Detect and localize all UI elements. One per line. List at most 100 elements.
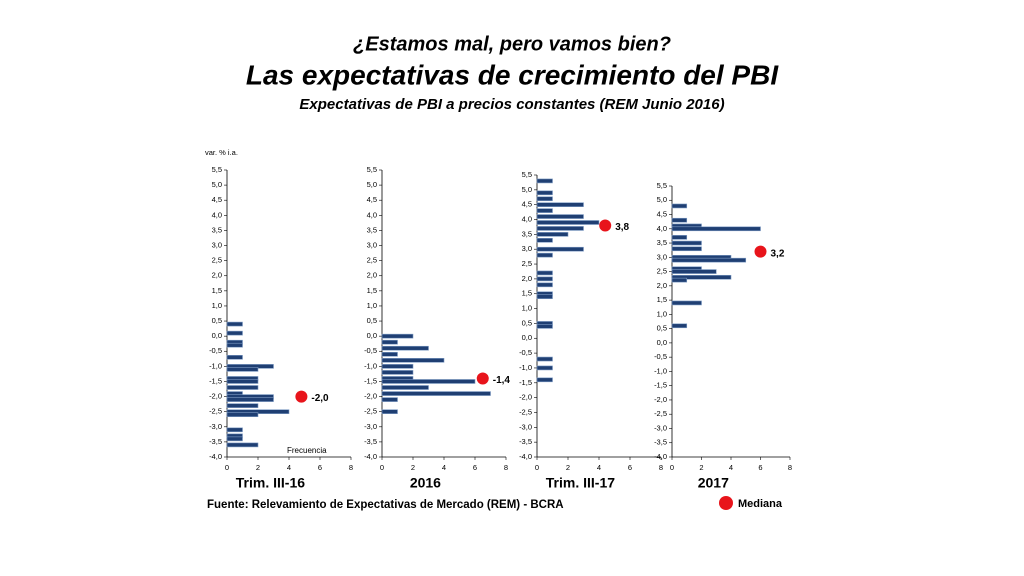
y-tick-label: -1,0 xyxy=(654,366,667,375)
y-tick-label: 2,5 xyxy=(657,267,667,276)
bar xyxy=(381,409,398,414)
x-label: Frecuencia xyxy=(287,446,327,455)
title: Las expectativas de crecimiento del PBI xyxy=(246,59,779,90)
bar xyxy=(671,240,702,246)
bar xyxy=(226,427,243,433)
y-tick-label: -3,5 xyxy=(654,438,667,447)
bar xyxy=(226,330,243,336)
x-tick-label: 6 xyxy=(758,463,762,472)
x-tick-label: 8 xyxy=(349,463,353,472)
x-tick-label: 6 xyxy=(318,463,322,472)
x-tick-label: 2 xyxy=(256,463,260,472)
median-label: 3,2 xyxy=(771,248,785,259)
y-tick-label: -1,0 xyxy=(364,361,377,370)
bar xyxy=(381,370,414,375)
bar xyxy=(536,356,553,362)
bar xyxy=(536,246,584,252)
bar xyxy=(226,385,259,390)
y-tick-label: 4,5 xyxy=(212,195,222,204)
y-tick-label: -1,0 xyxy=(519,363,532,372)
source: Fuente: Relevamiento de Expectativas de … xyxy=(207,499,564,511)
y-tick-label: -2,0 xyxy=(654,395,667,404)
bar xyxy=(671,274,732,280)
bar xyxy=(381,385,429,390)
x-tick-label: 2 xyxy=(411,463,415,472)
y-tick-label: 3,5 xyxy=(522,229,532,238)
median-label: -2,0 xyxy=(311,393,329,404)
bar xyxy=(671,257,747,263)
y-tick-label: 5,5 xyxy=(657,181,667,190)
bar xyxy=(226,379,259,384)
y-tick-label: 4,5 xyxy=(367,195,377,204)
bar xyxy=(226,442,259,448)
x-tick-label: 4 xyxy=(287,463,291,472)
y-tick-label: -0,5 xyxy=(654,352,667,361)
y-tick-label: -3,0 xyxy=(519,422,532,431)
bar xyxy=(536,208,553,213)
bar xyxy=(536,282,553,288)
x-tick-label: 0 xyxy=(380,463,384,472)
y-tick-label: 3,0 xyxy=(212,241,222,250)
y-tick-label: -2,5 xyxy=(654,409,667,418)
y-tick-label: 0,5 xyxy=(367,316,377,325)
bar xyxy=(536,220,600,225)
bar xyxy=(536,377,553,383)
panel-title: 2017 xyxy=(698,475,729,491)
y-tick-label: -3,5 xyxy=(519,437,532,446)
y-tick-label: 3,0 xyxy=(657,252,667,261)
y-tick-label: 4,0 xyxy=(212,210,222,219)
y-tick-label: 5,0 xyxy=(212,180,222,189)
x-tick-label: 0 xyxy=(225,463,229,472)
bar xyxy=(226,412,259,418)
x-tick-label: 6 xyxy=(628,463,632,472)
bar xyxy=(536,178,553,184)
y-tick-label: -0,5 xyxy=(519,348,532,357)
bar xyxy=(536,324,553,329)
x-tick-label: 8 xyxy=(504,463,508,472)
bar xyxy=(381,351,398,357)
y-tick-label: -3,0 xyxy=(364,422,377,431)
panel-title: Trim. III-16 xyxy=(236,475,305,491)
y-tick-label: 2,0 xyxy=(212,271,222,280)
y-tick-label: -3,0 xyxy=(209,422,222,431)
x-tick-label: 0 xyxy=(535,463,539,472)
bar xyxy=(671,300,702,306)
x-tick-label: 2 xyxy=(566,463,570,472)
y-tick-label: -1,5 xyxy=(209,376,222,385)
bar xyxy=(536,226,584,231)
y-tick-label: 1,5 xyxy=(657,295,667,304)
y-tick-label: -0,5 xyxy=(364,346,377,355)
bar xyxy=(671,203,688,209)
y-tick-label: 1,0 xyxy=(367,301,377,310)
y-tick-label: 2,0 xyxy=(657,281,667,290)
y-tick-label: 2,0 xyxy=(522,274,532,283)
bar xyxy=(536,238,553,243)
y-tick-label: 2,5 xyxy=(367,256,377,265)
y-tick-label: -2,5 xyxy=(364,407,377,416)
legend-label: Mediana xyxy=(738,498,783,510)
y-tick-label: 3,5 xyxy=(367,225,377,234)
median-dot xyxy=(754,245,767,258)
bar xyxy=(536,270,553,276)
subtitle: Expectativas de PBI a precios constantes… xyxy=(299,96,724,113)
y-tick-label: 3,0 xyxy=(367,241,377,250)
panel-title: Trim. III-17 xyxy=(546,475,615,491)
y-tick-label: 2,5 xyxy=(522,259,532,268)
y-tick-label: -2,0 xyxy=(519,393,532,402)
y-tick-label: -2,0 xyxy=(364,392,377,401)
bar xyxy=(226,397,274,402)
median-label: -1,4 xyxy=(493,375,511,386)
bar xyxy=(381,397,398,402)
y-tick-label: -1,5 xyxy=(519,378,532,387)
median-dot xyxy=(295,390,308,403)
bar xyxy=(226,342,243,348)
bar xyxy=(381,364,414,369)
y-tick-label: -4,0 xyxy=(654,452,667,461)
y-tick-label: -4,0 xyxy=(364,452,377,461)
bar xyxy=(381,391,491,396)
bar xyxy=(536,196,553,202)
y-tick-label: 1,0 xyxy=(522,304,532,313)
y-tick-label: 4,5 xyxy=(657,210,667,219)
y-tick-label: 0,5 xyxy=(657,324,667,333)
